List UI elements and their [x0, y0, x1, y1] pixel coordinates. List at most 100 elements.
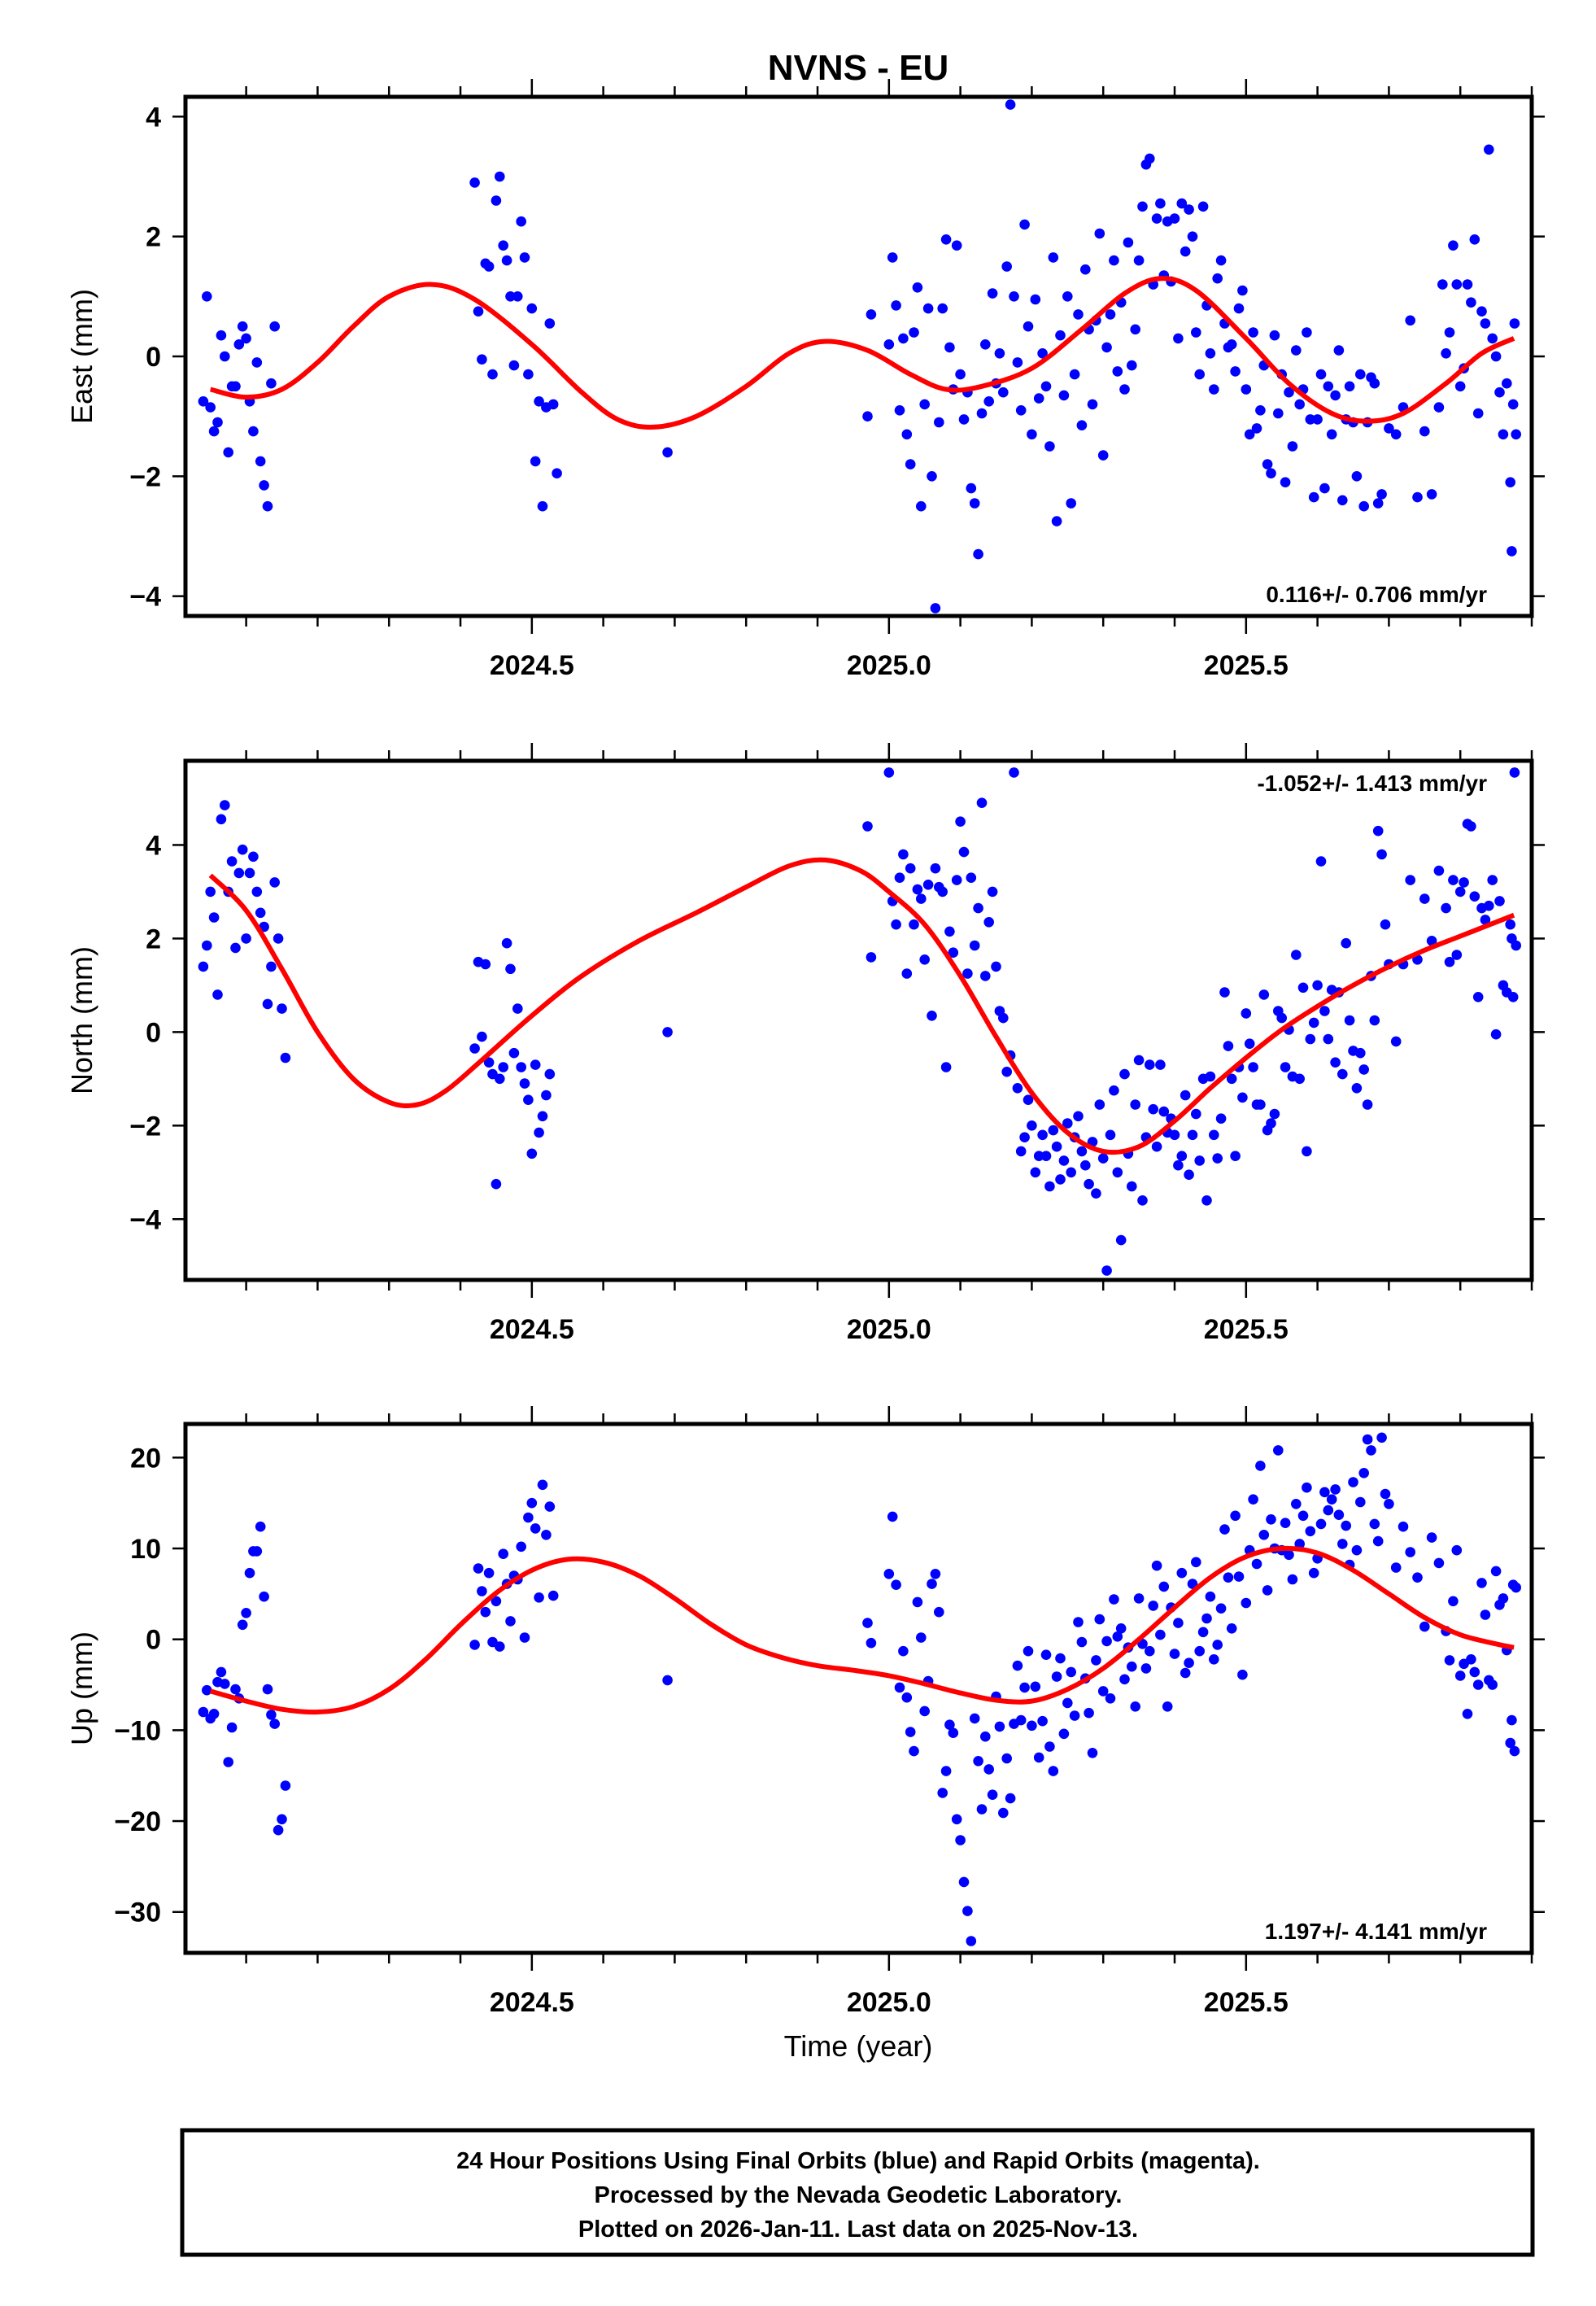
data-point	[976, 797, 988, 808]
data-point	[1258, 989, 1270, 1000]
data-point	[1044, 1181, 1055, 1192]
data-point	[537, 1479, 548, 1491]
data-point	[230, 942, 241, 954]
data-point	[1323, 1505, 1334, 1516]
data-point	[273, 933, 284, 944]
data-point	[898, 849, 909, 860]
data-point	[991, 961, 1001, 972]
data-point	[1472, 1679, 1484, 1690]
y-tick-label: −2	[129, 1111, 161, 1142]
east-panel: 2024.5 2025.0 2025.5 −4 −2 0 2 4 East (mm) 0.116+…	[65, 79, 1545, 681]
data-point	[530, 1059, 541, 1070]
plot-frame	[183, 758, 1534, 1282]
data-point	[1173, 333, 1184, 344]
data-point	[1248, 327, 1258, 338]
data-point	[1212, 273, 1223, 284]
data-point	[237, 321, 248, 332]
data-point	[891, 1579, 901, 1590]
data-point	[983, 917, 994, 928]
data-point	[930, 863, 941, 874]
data-point	[894, 872, 905, 883]
data-point	[1073, 1111, 1084, 1122]
data-point	[1323, 1033, 1334, 1045]
y-tick-label: 4	[146, 830, 161, 861]
data-point	[1315, 1518, 1327, 1530]
data-point	[526, 1148, 538, 1160]
data-point	[277, 1814, 287, 1825]
data-point	[1012, 1083, 1023, 1094]
data-point	[1448, 875, 1459, 885]
data-point	[894, 1682, 905, 1693]
data-point	[544, 318, 556, 329]
data-point	[909, 1745, 919, 1757]
data-point	[1291, 1499, 1302, 1509]
data-point	[495, 171, 505, 182]
y-tick-label: 0	[146, 342, 161, 373]
data-point	[1390, 1562, 1402, 1573]
data-point	[1326, 1494, 1337, 1505]
data-point	[1051, 516, 1062, 526]
data-point	[1326, 429, 1337, 440]
data-point	[1509, 318, 1520, 329]
data-point	[534, 1592, 544, 1603]
data-point	[969, 1713, 980, 1724]
data-point	[495, 1073, 505, 1085]
data-point	[1158, 1106, 1170, 1117]
x-axis-label: Time (year)	[784, 2029, 933, 2063]
data-point	[512, 1003, 523, 1014]
data-point	[220, 800, 230, 810]
data-point	[1372, 1535, 1384, 1547]
data-point	[1426, 936, 1437, 946]
data-point	[1030, 1681, 1041, 1692]
data-point	[1362, 1099, 1373, 1110]
data-point	[495, 1641, 505, 1652]
data-point	[940, 234, 952, 245]
data-point	[498, 1062, 508, 1072]
data-point	[1291, 345, 1302, 356]
data-point	[1033, 1151, 1044, 1161]
data-point	[1033, 1752, 1044, 1763]
data-point	[1133, 255, 1145, 266]
data-point	[1376, 1432, 1387, 1443]
data-point	[1490, 1029, 1502, 1040]
data-point	[1023, 1094, 1034, 1105]
data-point	[526, 1497, 538, 1509]
data-point	[1248, 1494, 1258, 1505]
data-point	[1462, 1709, 1473, 1719]
up-points	[198, 1432, 1521, 1946]
data-point	[1390, 1036, 1402, 1047]
data-point	[1498, 1593, 1509, 1604]
data-point	[1269, 330, 1280, 341]
data-point	[226, 856, 238, 867]
data-point	[1094, 1614, 1105, 1625]
data-point	[937, 886, 948, 898]
data-point	[223, 1757, 234, 1767]
data-point	[244, 867, 255, 879]
data-point	[1444, 1655, 1455, 1666]
data-point	[1319, 1487, 1330, 1498]
data-point	[901, 429, 913, 440]
data-point	[505, 963, 516, 975]
data-point	[1087, 1748, 1098, 1758]
data-point	[1287, 441, 1298, 452]
y-tick-label: −4	[129, 582, 161, 613]
y-tick-label: 0	[146, 1017, 161, 1048]
data-point	[1197, 201, 1209, 212]
data-point	[662, 1027, 673, 1037]
data-point	[1355, 1047, 1366, 1059]
data-point	[1112, 1631, 1123, 1642]
data-point	[1507, 992, 1519, 1002]
data-point	[987, 886, 998, 898]
data-point	[480, 1606, 491, 1618]
data-point	[976, 408, 988, 419]
data-point	[1019, 1132, 1030, 1142]
data-point	[1040, 1151, 1052, 1161]
data-point	[955, 369, 966, 380]
data-point	[1444, 327, 1455, 338]
data-point	[1169, 213, 1180, 224]
data-point	[1055, 1653, 1066, 1664]
data-point	[1027, 1120, 1037, 1131]
data-point	[883, 339, 895, 350]
up-fit-line	[209, 1545, 1515, 1715]
data-point	[1127, 1181, 1137, 1192]
